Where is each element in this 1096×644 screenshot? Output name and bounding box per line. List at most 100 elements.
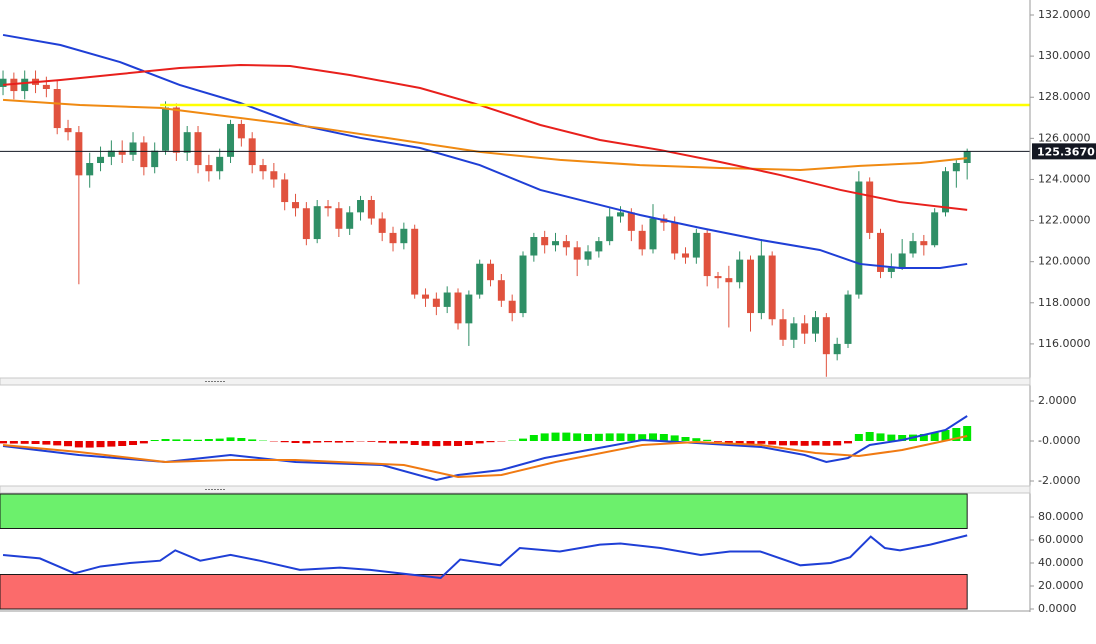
candle-body [812,317,820,334]
candle-body [140,142,148,168]
candle-body [281,179,289,203]
candle-body [833,343,841,355]
histogram-bar [714,441,723,442]
candle-body [432,298,440,307]
y-tick-label: 130.0000 [1038,49,1091,62]
y-tick-label: 120.0000 [1038,255,1091,268]
candle-body [487,263,495,281]
histogram-bar [85,441,94,448]
histogram-bar [280,441,289,443]
histogram-bar [670,435,679,441]
histogram-bar [204,439,213,441]
histogram-bar [302,441,311,444]
histogram-bar [746,441,755,445]
histogram-bar [638,434,647,441]
histogram-bar [941,430,950,441]
histogram-bar [757,441,766,444]
histogram-bar [475,441,484,444]
candle-body [909,241,917,254]
candle-body [476,263,484,295]
last-price-label: 125.3670 [1037,145,1095,158]
candle-body [747,259,755,314]
histogram-bar [887,434,896,441]
candle-body [887,267,895,272]
histogram-bar [389,441,398,444]
candle-body [736,259,744,283]
histogram-bar [161,439,170,441]
histogram-bar [573,433,582,441]
candle-body [682,253,690,258]
candle-body [237,123,245,139]
histogram-bar [399,441,408,444]
histogram-bar [919,434,928,441]
histogram-bar [9,441,18,444]
candle-body [541,237,549,246]
histogram-bar [118,441,127,446]
candle-body [465,294,473,324]
histogram-bar [454,441,463,446]
y-tick-label: -0.0000 [1038,434,1080,447]
histogram-bar [789,441,798,446]
histogram-bar [659,434,668,441]
histogram-bar [529,435,538,441]
candle-body [714,276,722,279]
candle-body [53,89,61,129]
candle-body [216,156,224,172]
candle-body [346,212,354,229]
candle-body [898,253,906,268]
candle-body [389,232,397,244]
histogram-bar [64,441,73,447]
histogram-bar [443,441,452,446]
histogram-bar [822,441,831,446]
histogram-bar [334,441,343,443]
histogram-bar [735,441,744,444]
y-tick-label: 2.0000 [1038,394,1077,407]
candle-body [801,323,809,334]
last-price-tag [1032,143,1096,160]
candle-body [205,165,213,172]
candle-body [292,202,300,209]
indicator-line [2,534,968,579]
candle-body [692,232,700,258]
candle-body [920,241,928,246]
y-tick-label: 40.0000 [1038,556,1084,569]
histogram-bar [627,433,636,441]
candle-body [302,208,310,240]
candle-body [757,255,765,314]
candle-body [844,294,852,344]
histogram-bar [779,441,788,446]
indicator-line [2,98,968,172]
candle-body [400,228,408,244]
histogram-bar [963,426,972,441]
histogram-bar [107,441,116,447]
candle-body [552,241,560,246]
y-tick-label: 126.0000 [1038,131,1091,144]
histogram-bar [248,439,257,441]
histogram-bar [854,434,863,441]
rsi-band [0,493,968,529]
candle-body [931,212,939,246]
candle-body [790,323,798,340]
histogram-bar [96,441,105,448]
histogram-bar [519,438,528,441]
histogram-bar [226,437,235,441]
mark-layer [0,33,1030,610]
histogram-bar [31,441,40,444]
histogram-bar [324,441,333,443]
candle-body [584,251,592,260]
histogram-bar [681,437,690,441]
y-tick-label: 132.0000 [1038,8,1091,21]
candle-body [172,107,180,153]
y-tick-label: -2.0000 [1038,474,1080,487]
pane-divider [0,485,1031,494]
histogram-bar [562,432,571,441]
candle-body [324,206,332,209]
candle-body [378,218,386,233]
histogram-bar [464,441,473,445]
candle-body [0,78,7,87]
histogram-bar [291,441,300,443]
candle-body [357,200,365,213]
candle-body [259,165,267,172]
y-tick-label: 116.0000 [1038,337,1091,350]
